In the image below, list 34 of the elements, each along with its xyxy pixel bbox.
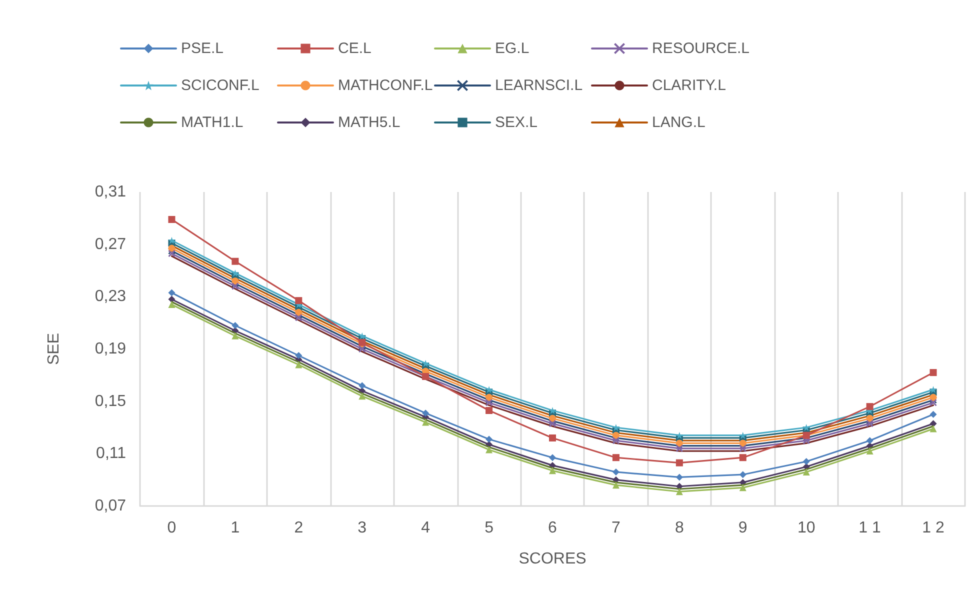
x-tick-label: 4 [421, 520, 430, 536]
x-tick-label: 6 [548, 520, 558, 536]
x-axis-title: SCORES [518, 550, 586, 568]
x-tick-label: 0 [167, 520, 176, 536]
legend-label: MATH5.L [338, 114, 400, 131]
x-tick-label: 2 [294, 520, 304, 536]
legend-label: MATH1.L [181, 114, 244, 131]
x-tick-label: 1 [230, 520, 240, 536]
legend-label: SCICONF.L [181, 77, 260, 94]
x-tick-label: 1 2 [922, 520, 944, 536]
legend-label: CE.L [338, 40, 372, 57]
legend-label: EG.L [495, 40, 530, 57]
x-tick-label: 1 1 [858, 520, 882, 536]
y-tick-label: 0,19 [94, 340, 126, 358]
y-tick-label: 0,11 [96, 445, 126, 462]
legend-label: CLARITY.L [652, 77, 726, 94]
legend-label: MATHCONF.L [338, 77, 433, 94]
y-tick-label: 0,27 [94, 236, 126, 253]
y-tick-label: 0,23 [94, 288, 126, 306]
x-tick-label: 9 [738, 520, 748, 536]
y-axis-title: SEE [46, 332, 62, 366]
y-tick-label: 0,31 [94, 184, 126, 200]
legend-label: LANG.L [652, 114, 706, 131]
legend-label: PSE.L [181, 40, 224, 57]
x-tick-label: 8 [674, 520, 684, 536]
y-tick-label: 0,15 [94, 392, 126, 410]
legend-label: SEX.L [495, 114, 538, 131]
x-tick-label: 3 [358, 520, 367, 536]
x-tick-label: 5 [484, 520, 494, 536]
x-tick-label: 10 [797, 520, 816, 536]
x-tick-label: 7 [612, 520, 621, 536]
legend-label: LEARNSCI.L [495, 77, 583, 94]
y-tick-label: 0,07 [94, 498, 126, 514]
legend-label: RESOURCE.L [652, 40, 750, 57]
